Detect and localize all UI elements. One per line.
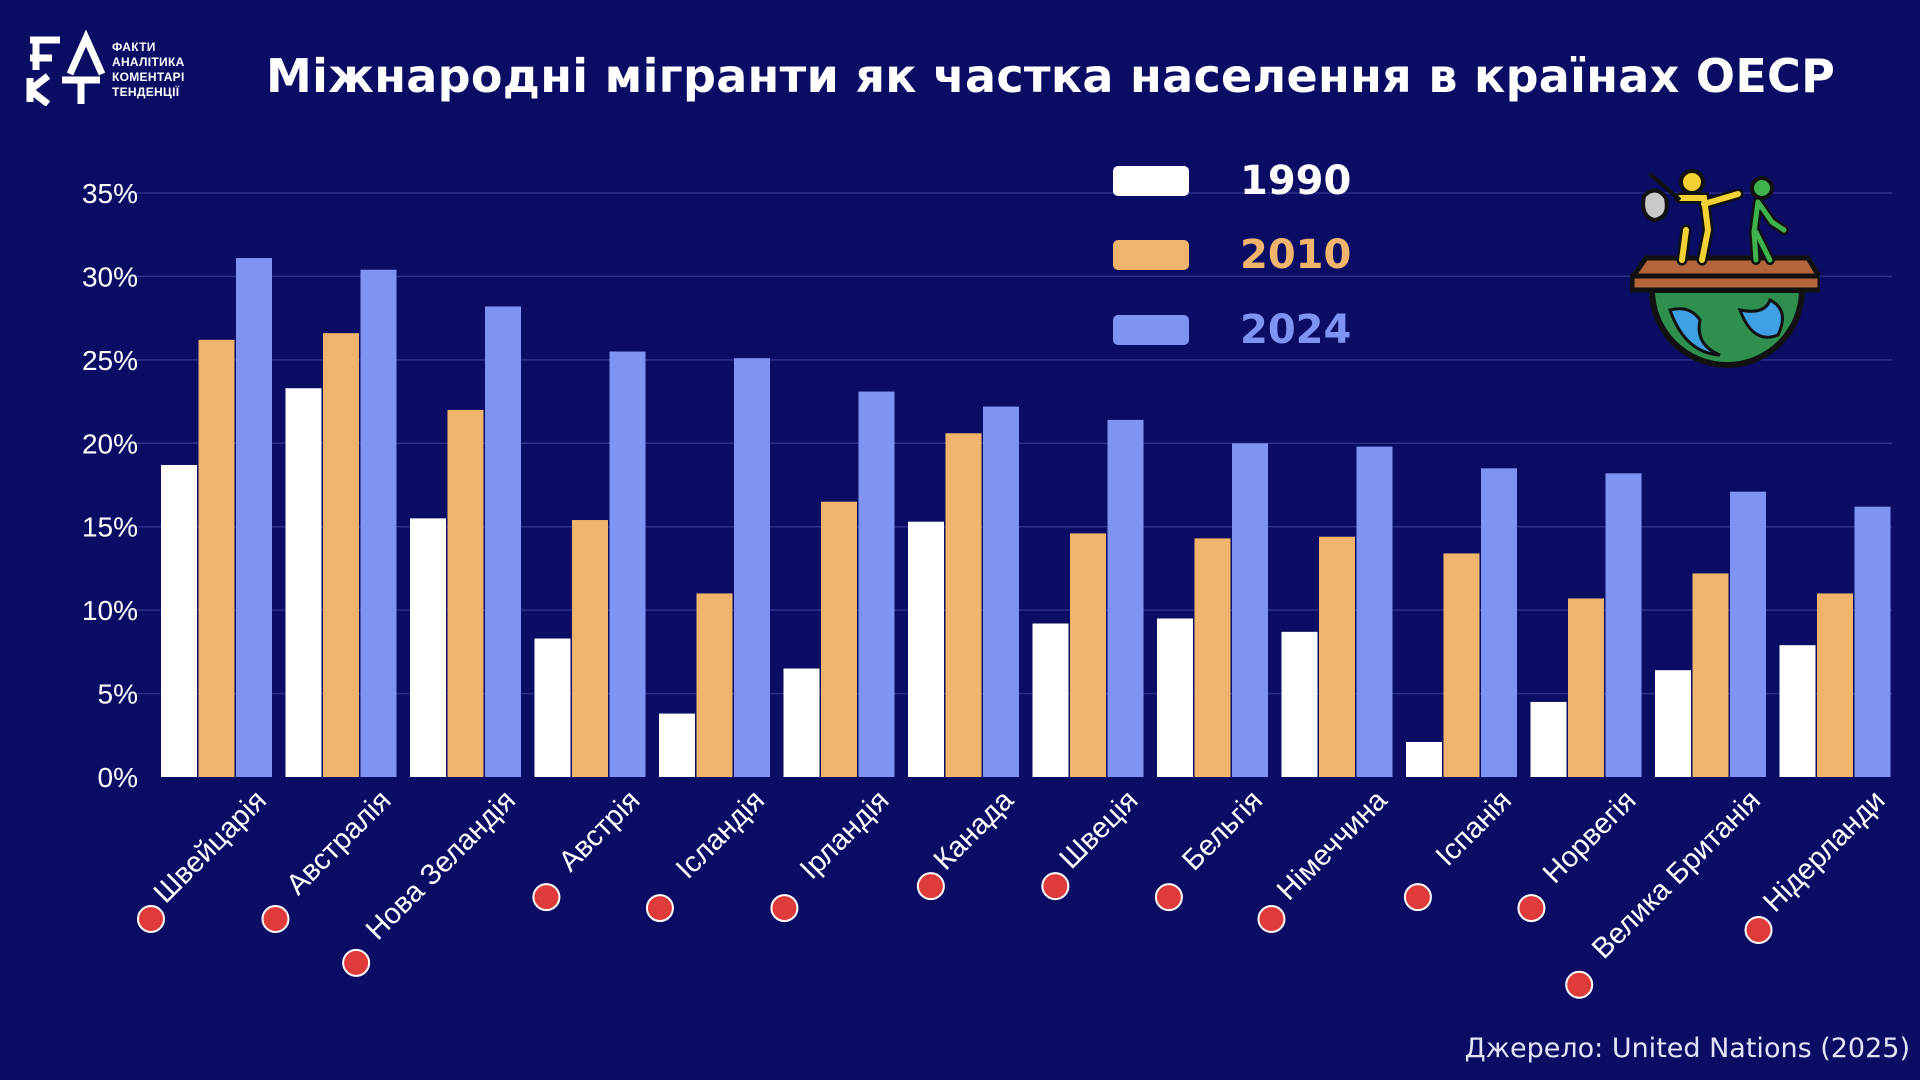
bar-2024 [1232, 443, 1268, 777]
bar-1990 [1281, 631, 1318, 777]
bar-1990 [1032, 623, 1069, 777]
legend-label: 2010 [1240, 232, 1351, 278]
bar-2024 [1854, 506, 1891, 777]
canada-flag-icon [916, 872, 945, 901]
logo: ФАКТИ АНАЛІТИКА КОМЕНТАРІ ТЕНДЕНЦІЇ [26, 30, 226, 110]
bar-1990 [285, 388, 322, 777]
bar-2010 [1194, 538, 1231, 777]
y-tick-label: 5% [98, 679, 138, 710]
netherlands-flag-icon [1744, 915, 1773, 944]
bar-2010 [572, 520, 608, 777]
bar-2024 [1605, 473, 1642, 777]
bar-2010 [1319, 536, 1355, 777]
logo-text: ФАКТИ АНАЛІТИКА КОМЕНТАРІ ТЕНДЕНЦІЇ [112, 40, 185, 100]
uk-flag-icon [1565, 970, 1594, 999]
x-tick-label: Швеція [1054, 784, 1145, 875]
x-tick-label: Бельгія [1176, 784, 1269, 877]
bar-2010 [821, 501, 857, 777]
bar-2024 [485, 306, 521, 777]
x-tick-label: Іспанія [1430, 784, 1518, 872]
bar-2010 [1443, 553, 1480, 777]
x-tick-label: Ірландія [794, 784, 895, 885]
legend-label: 2024 [1240, 307, 1351, 353]
bar-1990 [534, 638, 571, 777]
austria-flag-icon [532, 883, 561, 912]
y-tick-label: 10% [82, 595, 138, 626]
bar-2024 [1356, 446, 1393, 777]
bar-2010 [1692, 573, 1729, 777]
y-tick-label: 0% [98, 762, 138, 793]
bar-1990 [1779, 645, 1816, 777]
x-tick-label: Норвегія [1537, 784, 1642, 889]
bar-2010 [945, 433, 982, 777]
bar-1990 [1655, 670, 1691, 777]
belgium-flag-icon [1154, 883, 1183, 912]
y-tick-label: 30% [82, 261, 138, 292]
bar-1990 [1406, 741, 1442, 777]
bar-2024 [734, 358, 770, 777]
y-tick-label: 20% [82, 428, 138, 459]
iceland-flag-icon [645, 894, 674, 923]
x-tick-label: Австрія [553, 784, 647, 878]
x-tick-label: Нідерланди [1757, 784, 1891, 918]
bar-2024 [1481, 468, 1517, 777]
bar-1990 [1530, 701, 1567, 777]
bar-1990 [1157, 618, 1193, 777]
bar-2010 [1568, 598, 1604, 777]
legend-swatch-2024 [1113, 315, 1189, 345]
x-tick-label: Швейцарія [148, 784, 273, 909]
bar-2010 [1070, 533, 1106, 777]
norway-flag-icon [1517, 894, 1546, 923]
ireland-flag-icon [770, 894, 799, 923]
x-tick-label: Австралія [280, 784, 397, 901]
bar-2010 [696, 593, 733, 777]
bar-2024 [1730, 491, 1766, 777]
source-note: Джерело: United Nations (2025) [1464, 1033, 1910, 1064]
logo-line: ТЕНДЕНЦІЇ [112, 85, 180, 99]
y-tick-label: 15% [82, 512, 138, 543]
new-zealand-flag-icon [342, 948, 371, 977]
bar-2024 [360, 269, 397, 777]
bar-1990 [908, 521, 944, 777]
y-tick-label: 35% [82, 178, 138, 209]
bar-2024 [609, 351, 646, 777]
australia-flag-icon [261, 905, 290, 934]
bar-2024 [983, 406, 1019, 777]
sweden-flag-icon [1041, 872, 1070, 901]
logo-line: КОМЕНТАРІ [112, 70, 185, 84]
bar-1990 [161, 464, 197, 777]
bar-1990 [783, 668, 820, 777]
fakt-logo-mark [26, 30, 106, 106]
switzerland-flag-icon [136, 905, 165, 934]
page-title: Міжнародні мігранти як частка населення … [266, 49, 1836, 103]
legend-label: 1990 [1240, 158, 1351, 204]
bar-1990 [659, 713, 695, 777]
bar-2010 [198, 339, 235, 777]
x-tick-label: Канада [928, 784, 1021, 877]
y-tick-label: 25% [82, 345, 138, 376]
bar-2024 [236, 258, 272, 777]
x-tick-label: Ісландія [670, 784, 771, 885]
legend-swatch-1990 [1113, 166, 1189, 196]
bar-2024 [1107, 419, 1144, 777]
bar-2010 [323, 333, 359, 777]
bar-1990 [410, 518, 446, 777]
germany-flag-icon [1257, 905, 1286, 934]
logo-line: АНАЛІТИКА [112, 55, 185, 69]
migrants-on-globe-icon [1630, 169, 1820, 368]
logo-line: ФАКТИ [112, 40, 156, 54]
bar-2010 [1817, 593, 1853, 777]
x-tick-label: Німеччина [1271, 784, 1394, 907]
spain-flag-icon [1403, 883, 1432, 912]
legend-swatch-2010 [1113, 240, 1189, 270]
bar-2024 [858, 391, 895, 777]
bar-2010 [447, 409, 484, 777]
